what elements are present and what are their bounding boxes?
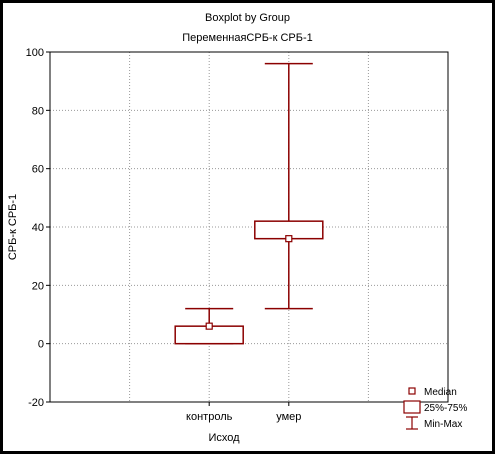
y-axis-ticks: -20 0 20 40 60 80 100 xyxy=(26,47,50,409)
x-tick-label: контроль xyxy=(186,411,233,423)
legend-item-whisker: Min-Max xyxy=(406,416,462,430)
y-tick-label: -20 xyxy=(28,397,44,409)
boxes xyxy=(174,62,324,345)
y-tick-label: 20 xyxy=(32,280,44,292)
median-marker xyxy=(285,235,293,243)
legend: Median 25%-75% Min-Max xyxy=(403,387,467,430)
x-axis-ticks: контроль умер xyxy=(186,402,301,423)
legend-item-median: Median xyxy=(408,387,457,398)
median-marker xyxy=(205,322,213,330)
grid-lines xyxy=(50,52,448,402)
x-axis-label: Исход xyxy=(208,432,240,444)
x-tick-label: умер xyxy=(276,411,301,423)
chart-title: Boxplot by Group xyxy=(205,12,290,24)
y-axis-label: СРБ-к СРБ-1 xyxy=(7,194,19,260)
legend-label: Median xyxy=(424,387,457,398)
legend-box-symbol xyxy=(403,400,421,414)
box-group-1 xyxy=(174,307,244,345)
y-tick-label: 60 xyxy=(32,164,44,176)
legend-item-box: 25%-75% xyxy=(403,400,467,414)
legend-label: Min-Max xyxy=(424,419,462,430)
box-group-2 xyxy=(254,62,324,310)
y-tick-label: 0 xyxy=(38,339,44,351)
legend-median-symbol xyxy=(408,387,416,395)
chart-subtitle: ПеременнаяСРБ-к СРБ-1 xyxy=(182,32,313,44)
y-tick-label: 80 xyxy=(32,105,44,117)
y-tick-label: 100 xyxy=(26,47,44,59)
legend-label: 25%-75% xyxy=(424,403,467,414)
y-tick-label: 40 xyxy=(32,222,44,234)
